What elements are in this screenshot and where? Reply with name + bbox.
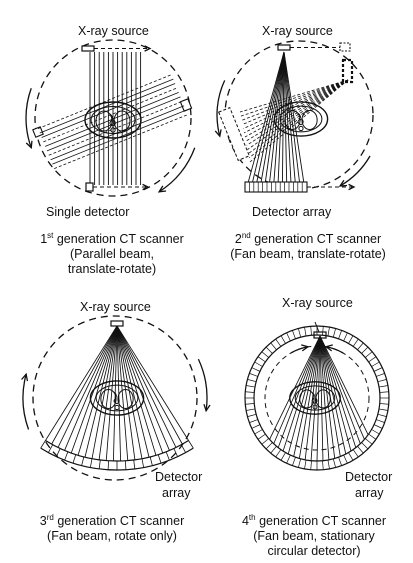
gen2-scanner-group (224, 40, 374, 190)
gen4-detector-label-2: array (355, 486, 384, 500)
gen4-detector-ring (244, 325, 390, 471)
gen1-scanner-group (32, 39, 193, 197)
gen1-caption-line3: translate-rotate) (67, 262, 157, 276)
gen2-caption: 2nd generation CT scanner (Fan beam, tra… (208, 230, 408, 262)
gen4-fan-beam (269, 335, 369, 462)
gen3-detector-label-2: array (162, 486, 191, 500)
gen4-caption: 4th generation CT scanner (Fan beam, sta… (218, 512, 410, 559)
gen3-fan-beam (45, 325, 189, 461)
gen2-source-label: X-ray source (262, 24, 333, 38)
gen4-caption-line3: circular detector) (267, 544, 361, 558)
gen2-caption-line2: (Fan beam, translate-rotate) (230, 247, 386, 261)
gen1-detector-label: Single detector (46, 205, 130, 219)
gen1-source-bar (81, 45, 152, 52)
gen4-detector-label-1: Detector (345, 470, 393, 484)
gen2-caption-title: 2nd generation CT scanner (234, 230, 382, 246)
gen2-rotation-arrows (214, 80, 371, 187)
gen1-caption-title: 1st generation CT scanner (40, 230, 184, 246)
gen3-detector-arc (40, 439, 194, 471)
gen4-rotation-arrows (290, 344, 344, 354)
gen1-source-label: X-ray source (78, 24, 149, 38)
gen1-rotation-arrows (25, 88, 196, 193)
gen4-source-label: X-ray source (282, 296, 353, 310)
gen3-caption-title: 3rd generation CT scanner (39, 512, 185, 528)
gen4-caption-title: 4th generation CT scanner (241, 512, 387, 528)
gen2-rotated-fan (218, 79, 349, 163)
gen1-parallel-beams (89, 52, 142, 185)
gen1-caption-line2: (Parallel beam, (69, 247, 155, 261)
gen3-caption: 3rd generation CT scanner (Fan beam, rot… (18, 512, 206, 544)
gen1-rotated-beams (37, 74, 188, 169)
gen2-source-bar (277, 42, 351, 52)
gen3-caption-line2: (Fan beam, rotate only) (47, 529, 177, 543)
gen4-caption-line2: (Fan beam, stationary (253, 529, 375, 543)
gen3-source-label: X-ray source (80, 300, 151, 314)
gen1-caption: 1st generation CT scanner (Parallel beam… (22, 230, 202, 277)
gen2-detector-array (244, 181, 356, 193)
gen3-detector-label-1: Detector (155, 470, 203, 484)
gen1-detector-bar (85, 182, 150, 192)
gen2-detector-label: Detector array (252, 205, 332, 219)
gen3-rotation-arrows (21, 358, 211, 430)
